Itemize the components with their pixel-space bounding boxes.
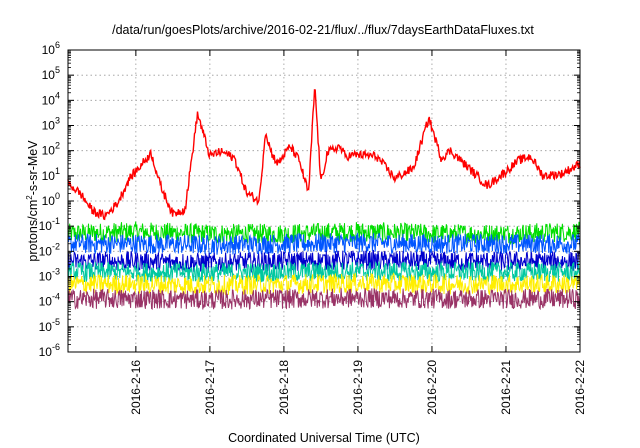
series-line [67, 260, 581, 284]
y-tick-label: 10-2 [39, 241, 60, 258]
y-tick-label: 102 [42, 141, 60, 158]
y-tick-base: 10 [39, 320, 53, 334]
y-axis-label-base: protons/cm [26, 200, 40, 262]
y-axis-label: protons/cm2-s-sr-MeV [25, 140, 40, 262]
x-tick-label: 2016-2-16 [129, 360, 143, 415]
y-tick-label: 10-4 [39, 292, 60, 309]
y-tick-label: 105 [42, 65, 60, 82]
x-tick-label: 2016-2-21 [499, 360, 513, 415]
y-tick-base: 10 [39, 270, 53, 284]
y-tick-base: 10 [42, 43, 56, 57]
y-tick-exp: -1 [52, 216, 60, 226]
y-tick-base: 10 [39, 219, 53, 233]
y-tick-exp: -6 [52, 342, 60, 352]
y-tick-base: 10 [42, 119, 56, 133]
y-tick-exp: -2 [52, 241, 60, 251]
y-tick-label: 104 [42, 90, 60, 107]
y-tick-label: 106 [42, 40, 60, 57]
y-tick-exp: 4 [55, 90, 60, 100]
y-tick-exp: 0 [55, 191, 60, 201]
y-tick-base: 10 [42, 93, 56, 107]
x-axis-label: Coordinated Universal Time (UTC) [228, 431, 420, 445]
chart-title: /data/run/goesPlots/archive/2016-02-21/f… [112, 23, 534, 37]
y-tick-exp: 2 [55, 141, 60, 151]
series-line [67, 287, 581, 311]
y-tick-exp: 5 [55, 65, 60, 75]
x-tick-label: 2016-2-17 [203, 360, 217, 415]
x-axis-ticks: 2016-2-16 2016-2-17 2016-2-18 2016-2-19 2016… [129, 50, 587, 415]
series-line [67, 272, 581, 296]
y-tick-base: 10 [42, 169, 56, 183]
y-tick-exp: -4 [52, 292, 60, 302]
y-tick-label: 10-3 [39, 267, 60, 284]
y-tick-exp: -3 [52, 267, 60, 277]
y-tick-exp: 1 [55, 166, 60, 176]
y-tick-base: 10 [39, 244, 53, 258]
y-tick-label: 101 [42, 166, 60, 183]
y-tick-base: 10 [39, 295, 53, 309]
x-tick-label: 2016-2-20 [425, 360, 439, 415]
y-tick-base: 10 [42, 194, 56, 208]
y-tick-base: 10 [42, 68, 56, 82]
x-tick-label: 2016-2-22 [573, 360, 587, 415]
y-tick-label: 100 [42, 191, 60, 208]
y-tick-label: 103 [42, 116, 60, 133]
x-tick-label: 2016-2-19 [351, 360, 365, 415]
grid-lines [68, 50, 580, 352]
y-tick-base: 10 [42, 144, 56, 158]
series-line [67, 232, 581, 255]
series-group [67, 89, 581, 311]
y-tick-label: 10-6 [39, 342, 60, 359]
y-tick-label: 10-1 [39, 216, 60, 233]
plot-frame [67, 49, 581, 353]
y-axis-label-rest: -s-sr-MeV [26, 140, 40, 196]
series-line [67, 89, 581, 221]
y-tick-exp: -5 [52, 317, 60, 327]
y-tick-exp: 6 [55, 40, 60, 50]
y-tick-exp: 3 [55, 116, 60, 126]
x-tick-label: 2016-2-18 [277, 360, 291, 415]
y-tick-label: 10-5 [39, 317, 60, 334]
y-axis-label-sup: 2 [25, 195, 34, 200]
y-tick-base: 10 [39, 345, 53, 359]
